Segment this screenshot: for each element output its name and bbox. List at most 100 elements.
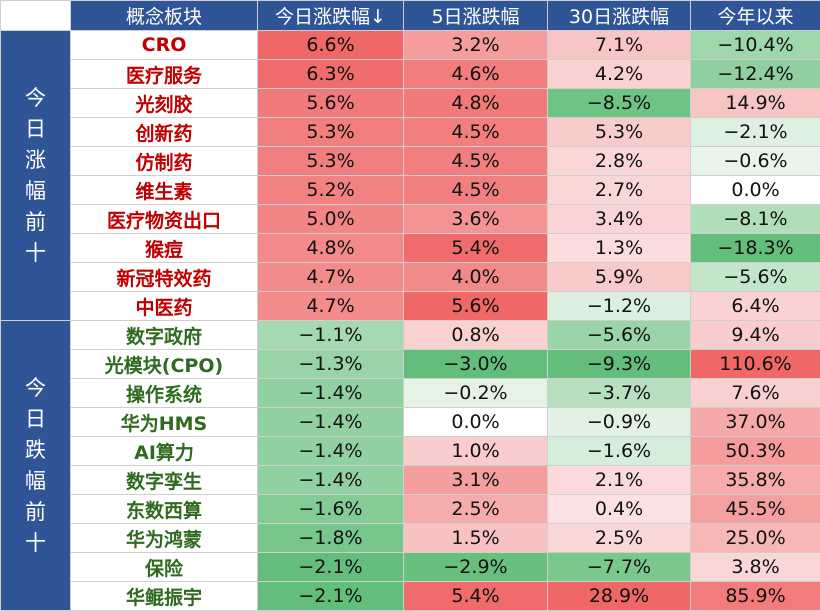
value-cell: −2.1% [691, 118, 820, 147]
sector-name: 数字孪生 [71, 466, 258, 495]
value-cell: 5.2% [258, 176, 404, 205]
value-cell: 5.4% [404, 582, 548, 611]
column-header: 概念板块 [71, 1, 258, 31]
value-cell: 7.1% [548, 31, 691, 60]
header-corner [1, 1, 71, 31]
value-cell: −1.8% [258, 524, 404, 553]
sector-name: 华为HMS [71, 408, 258, 437]
value-cell: 5.4% [404, 234, 548, 263]
table-row: 华为HMS−1.4%0.0%−0.9%37.0% [1, 408, 820, 437]
table-row: AI算力−1.4%1.0%−1.6%50.3% [1, 437, 820, 466]
table-row: 光模块(CPO)−1.3%−3.0%−9.3%110.6% [1, 350, 820, 379]
value-cell: −0.6% [691, 147, 820, 176]
value-cell: 4.7% [258, 263, 404, 292]
sector-name: 创新药 [71, 118, 258, 147]
value-cell: −8.1% [691, 205, 820, 234]
value-cell: 4.5% [404, 118, 548, 147]
value-cell: 4.8% [404, 89, 548, 118]
value-cell: 9.4% [691, 321, 820, 350]
table-row: 东数西算−1.6%2.5%0.4%45.5% [1, 495, 820, 524]
value-cell: 110.6% [691, 350, 820, 379]
sector-name: 操作系统 [71, 379, 258, 408]
column-header: 今年以来 [691, 1, 820, 31]
column-header: 5日涨跌幅 [404, 1, 548, 31]
value-cell: 2.5% [404, 495, 548, 524]
sector-name: 东数西算 [71, 495, 258, 524]
value-cell: 5.3% [548, 118, 691, 147]
value-cell: −1.4% [258, 408, 404, 437]
value-cell: 5.6% [404, 292, 548, 321]
value-cell: 4.2% [548, 60, 691, 89]
column-header: 今日涨跌幅↓ [258, 1, 404, 31]
value-cell: −1.6% [258, 495, 404, 524]
value-cell: 3.4% [548, 205, 691, 234]
value-cell: 35.8% [691, 466, 820, 495]
sector-name: 光模块(CPO) [71, 350, 258, 379]
table-row: 今日跌幅前十数字政府−1.1%0.8%−5.6%9.4% [1, 321, 820, 350]
value-cell: 5.0% [258, 205, 404, 234]
table-row: 数字孪生−1.4%3.1%2.1%35.8% [1, 466, 820, 495]
value-cell: −0.2% [404, 379, 548, 408]
value-cell: −0.9% [548, 408, 691, 437]
value-cell: 45.5% [691, 495, 820, 524]
table-row: 保险−2.1%−2.9%−7.7%3.8% [1, 553, 820, 582]
value-cell: 6.6% [258, 31, 404, 60]
value-cell: −8.5% [548, 89, 691, 118]
sector-name: CRO [71, 31, 258, 60]
value-cell: 4.5% [404, 176, 548, 205]
value-cell: 5.3% [258, 118, 404, 147]
value-cell: −1.4% [258, 466, 404, 495]
value-cell: 2.8% [548, 147, 691, 176]
value-cell: −2.9% [404, 553, 548, 582]
sector-name: 中医药 [71, 292, 258, 321]
value-cell: 6.4% [691, 292, 820, 321]
value-cell: 3.8% [691, 553, 820, 582]
sector-name: 猴痘 [71, 234, 258, 263]
header-row: 概念板块 今日涨跌幅↓ 5日涨跌幅 30日涨跌幅 今年以来 [1, 1, 820, 31]
value-cell: −10.4% [691, 31, 820, 60]
value-cell: −9.3% [548, 350, 691, 379]
value-cell: 3.2% [404, 31, 548, 60]
value-cell: −1.6% [548, 437, 691, 466]
column-header: 30日涨跌幅 [548, 1, 691, 31]
value-cell: 2.7% [548, 176, 691, 205]
sector-name: 医疗服务 [71, 60, 258, 89]
value-cell: 5.9% [548, 263, 691, 292]
value-cell: 25.0% [691, 524, 820, 553]
sector-name: 数字政府 [71, 321, 258, 350]
value-cell: 4.5% [404, 147, 548, 176]
value-cell: 1.0% [404, 437, 548, 466]
sector-name: AI算力 [71, 437, 258, 466]
value-cell: 28.9% [548, 582, 691, 611]
value-cell: −1.1% [258, 321, 404, 350]
sector-name: 华鲲振宇 [71, 582, 258, 611]
value-cell: 0.0% [404, 408, 548, 437]
table-row: 华为鸿蒙−1.8%1.5%2.5%25.0% [1, 524, 820, 553]
value-cell: 85.9% [691, 582, 820, 611]
table-row: 操作系统−1.4%−0.2%−3.7%7.6% [1, 379, 820, 408]
value-cell: 3.1% [404, 466, 548, 495]
value-cell: 3.6% [404, 205, 548, 234]
sector-name: 华为鸿蒙 [71, 524, 258, 553]
value-cell: 50.3% [691, 437, 820, 466]
value-cell: −3.0% [404, 350, 548, 379]
sector-name: 光刻胶 [71, 89, 258, 118]
value-cell: 7.6% [691, 379, 820, 408]
value-cell: 2.1% [548, 466, 691, 495]
value-cell: 4.6% [404, 60, 548, 89]
sector-name: 新冠特效药 [71, 263, 258, 292]
value-cell: −7.7% [548, 553, 691, 582]
value-cell: −2.1% [258, 553, 404, 582]
value-cell: 4.7% [258, 292, 404, 321]
value-cell: −12.4% [691, 60, 820, 89]
value-cell: 5.6% [258, 89, 404, 118]
value-cell: 37.0% [691, 408, 820, 437]
value-cell: 4.8% [258, 234, 404, 263]
value-cell: −1.2% [548, 292, 691, 321]
